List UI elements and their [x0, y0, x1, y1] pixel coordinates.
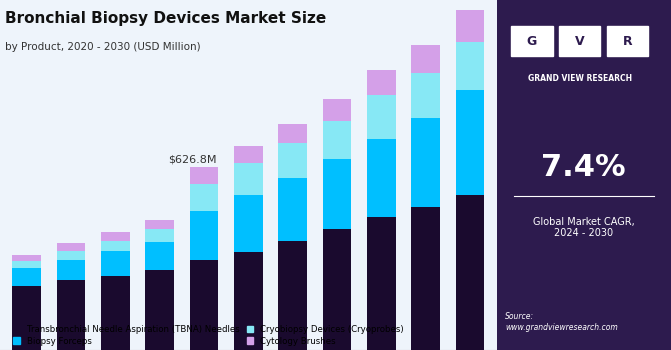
Bar — [189, 260, 218, 350]
Bar — [456, 195, 484, 350]
Bar — [56, 260, 85, 280]
Bar — [367, 139, 396, 217]
Bar — [367, 217, 396, 350]
Text: G: G — [527, 35, 537, 48]
Bar — [234, 195, 262, 252]
Bar — [12, 261, 41, 268]
Bar — [511, 26, 553, 56]
Bar — [607, 26, 648, 56]
Bar — [56, 243, 85, 251]
Bar — [234, 252, 262, 350]
Bar — [234, 163, 262, 195]
Bar — [278, 178, 307, 241]
Text: 7.4%: 7.4% — [541, 154, 626, 182]
Text: GRAND VIEW RESEARCH: GRAND VIEW RESEARCH — [528, 74, 633, 83]
Bar — [12, 286, 41, 350]
Bar — [56, 280, 85, 350]
Bar — [101, 251, 130, 276]
Bar — [367, 95, 396, 139]
Text: V: V — [575, 35, 584, 48]
Bar — [234, 146, 262, 163]
Bar — [278, 143, 307, 178]
Bar — [411, 207, 440, 350]
Bar — [189, 184, 218, 211]
Bar — [278, 124, 307, 143]
Bar — [278, 241, 307, 350]
Text: Bronchial Biopsy Devices Market Size: Bronchial Biopsy Devices Market Size — [5, 10, 326, 26]
Bar — [411, 118, 440, 207]
Bar — [189, 211, 218, 260]
Bar — [145, 270, 174, 350]
Bar — [456, 42, 484, 90]
Bar — [559, 26, 601, 56]
Text: $626.8M: $626.8M — [168, 155, 217, 165]
Bar — [101, 276, 130, 350]
Text: Source:
www.grandviewresearch.com: Source: www.grandviewresearch.com — [505, 312, 618, 332]
Bar — [56, 251, 85, 260]
Text: Global Market CAGR,
2024 - 2030: Global Market CAGR, 2024 - 2030 — [533, 217, 635, 238]
Legend: Transbronchial Needle Aspiration (TBNA) Needles, Biopsy Forceps, Cryobiopsy Devi: Transbronchial Needle Aspiration (TBNA) … — [9, 322, 407, 349]
Bar — [456, 10, 484, 42]
Bar — [411, 73, 440, 118]
Bar — [189, 167, 218, 184]
Bar — [456, 90, 484, 195]
Text: R: R — [623, 35, 632, 48]
Bar — [12, 255, 41, 261]
Bar — [411, 45, 440, 73]
Bar — [323, 229, 352, 350]
Bar — [323, 99, 352, 121]
Bar — [145, 220, 174, 229]
Bar — [101, 232, 130, 241]
Bar — [101, 241, 130, 251]
Bar — [323, 121, 352, 159]
Bar — [323, 159, 352, 229]
Text: by Product, 2020 - 2030 (USD Million): by Product, 2020 - 2030 (USD Million) — [5, 42, 201, 52]
Bar — [145, 229, 174, 242]
Bar — [145, 242, 174, 270]
Bar — [12, 268, 41, 286]
Bar — [367, 70, 396, 95]
